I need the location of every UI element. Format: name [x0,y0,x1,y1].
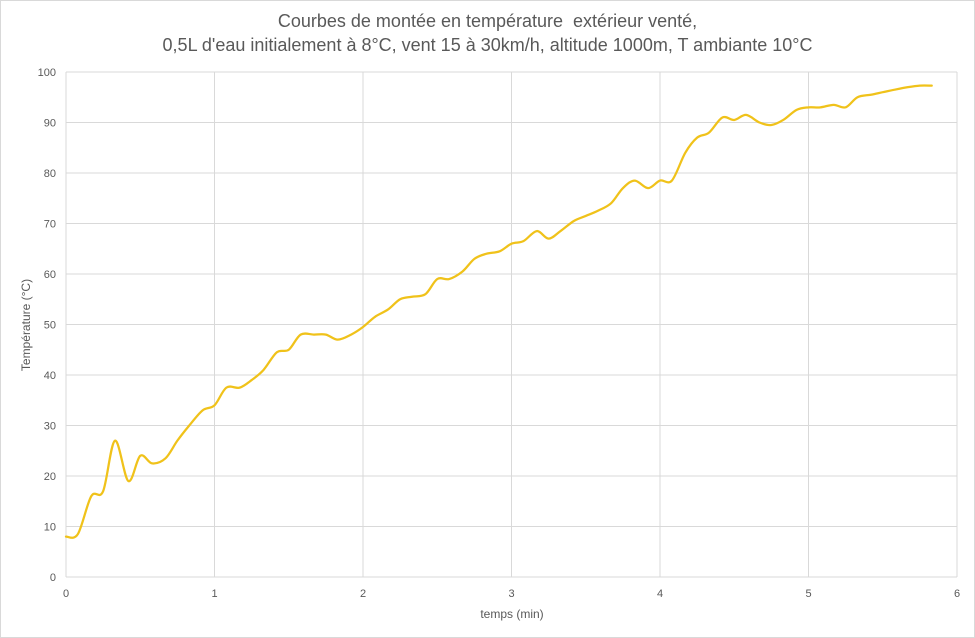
x-tick-label: 3 [508,588,514,600]
series-line [64,84,933,539]
x-tick-labels: 0 1 2 3 4 5 6 [63,588,960,600]
y-tick-label: 70 [44,219,56,231]
x-tick-label: 5 [805,588,811,600]
y-tick-label: 90 [44,118,56,130]
x-tick-label: 1 [211,588,217,600]
y-tick-label: 30 [44,421,56,433]
y-tick-label: 10 [44,522,56,534]
series-group [64,84,933,539]
y-axis-label: Température (°C) [19,279,33,371]
y-tick-label: 80 [44,168,56,180]
y-tick-label: 20 [44,471,56,483]
chart-subtitle: 0,5L d'eau initialement à 8°C, vent 15 à… [162,35,813,55]
x-tick-label: 4 [657,588,663,600]
x-tick-label: 6 [954,588,960,600]
y-tick-label: 40 [44,370,56,382]
y-tick-label: 60 [44,269,56,281]
y-tick-label: 100 [38,67,56,79]
x-tick-label: 0 [63,588,69,600]
y-tick-labels: 0 10 20 30 40 50 60 70 80 90 100 [38,67,56,584]
chart-title: Courbes de montée en température extérie… [277,11,698,31]
y-tick-label: 0 [50,572,56,584]
x-tick-label: 2 [360,588,366,600]
gridlines [65,71,958,578]
x-axis-label: temps (min) [480,607,543,621]
y-tick-label: 50 [44,320,56,332]
